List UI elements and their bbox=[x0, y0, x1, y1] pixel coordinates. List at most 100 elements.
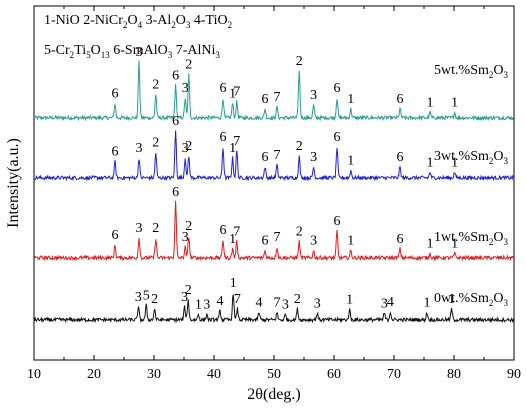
peak-label: 7 bbox=[233, 225, 240, 240]
series-name-part: O bbox=[493, 63, 503, 78]
peak-label: 2 bbox=[296, 225, 303, 240]
peak-label: 3 bbox=[136, 221, 143, 236]
peak-label: 7 bbox=[274, 230, 281, 245]
series-name: 5wt.%Sm2O3 bbox=[434, 63, 508, 80]
peak-label: 2 bbox=[296, 139, 303, 154]
peak-label: 3 bbox=[136, 45, 143, 60]
peak-label: 7 bbox=[233, 134, 240, 149]
peak-label: 6 bbox=[334, 81, 341, 96]
peak-label: 6 bbox=[397, 150, 404, 165]
legend-part: 2 bbox=[123, 20, 128, 30]
legend-part: O bbox=[91, 43, 101, 58]
peak-label: 2 bbox=[185, 219, 192, 234]
series-name-part: 2 bbox=[489, 70, 494, 80]
peak-label: 1 bbox=[427, 236, 434, 251]
peak-label: 6 bbox=[220, 130, 227, 145]
series-name-part: 0wt.%Sm bbox=[434, 291, 489, 306]
series-name-part: 2 bbox=[489, 237, 494, 247]
peak-label: 3 bbox=[381, 296, 388, 311]
peak-label: 7 bbox=[274, 90, 281, 105]
legend-part: 4 bbox=[138, 20, 143, 30]
peak-label: 7 bbox=[274, 296, 281, 311]
peak-label: 3 bbox=[314, 296, 321, 311]
series-line bbox=[33, 294, 515, 324]
peak-label: 3 bbox=[182, 141, 189, 156]
peak-label: 1 bbox=[451, 95, 458, 110]
legend-part: 3 bbox=[215, 50, 220, 60]
peak-label: 3 bbox=[181, 290, 188, 305]
series-line bbox=[33, 200, 515, 262]
series-name-part: O bbox=[493, 230, 503, 245]
peak-label: 3 bbox=[203, 297, 210, 312]
peak-label: 7 bbox=[233, 85, 240, 100]
peak-label: 4 bbox=[217, 294, 224, 309]
legend-part: Ti bbox=[74, 43, 86, 58]
peak-label: 1 bbox=[347, 154, 354, 169]
peak-label: 1 bbox=[451, 155, 458, 170]
peak-label: 5 bbox=[143, 288, 150, 303]
legend-line: 5-Cr2Ti5O13 6-SmAlO3 7-AlNi3 bbox=[44, 43, 220, 60]
peak-label: 6 bbox=[112, 228, 119, 243]
series-name-part: 2 bbox=[489, 156, 494, 166]
peak-label: 3 bbox=[310, 88, 317, 103]
peak-label: 3 bbox=[310, 234, 317, 249]
peak-label: 1 bbox=[230, 276, 237, 291]
peak-label: 3 bbox=[182, 230, 189, 245]
peak-label: 3 bbox=[310, 150, 317, 165]
legend-part: 3 bbox=[168, 50, 173, 60]
series-name-part: O bbox=[493, 291, 503, 306]
legend-part: 13 bbox=[101, 50, 111, 60]
legend-part: 2 bbox=[171, 20, 176, 30]
legend-part: 6-SmAlO bbox=[110, 43, 168, 58]
peak-label: 6 bbox=[172, 185, 179, 200]
peak-label: 2 bbox=[151, 292, 158, 307]
series-name-part: 2 bbox=[489, 298, 494, 308]
peak-label: 2 bbox=[185, 58, 192, 73]
peak-label: 2 bbox=[185, 139, 192, 154]
peak-label: 6 bbox=[112, 86, 119, 101]
legend-part: 5 bbox=[86, 50, 91, 60]
legend-part: O bbox=[127, 13, 137, 28]
series-name: 1wt.%Sm2O3 bbox=[434, 230, 508, 247]
series-name-part: 3 bbox=[504, 237, 509, 247]
x-tick-label: 50 bbox=[267, 367, 281, 382]
peak-label: 1 bbox=[195, 297, 202, 312]
x-tick-label: 30 bbox=[147, 367, 161, 382]
legend: 1-NiO 2-NiCr2O4 3-Al2O3 4-TiO25-Cr2Ti5O1… bbox=[44, 13, 232, 60]
peak-label: 1 bbox=[427, 95, 434, 110]
x-axis-title: 2θ(deg.) bbox=[247, 386, 300, 403]
legend-line: 1-NiO 2-NiCr2O4 3-Al2O3 4-TiO2 bbox=[44, 13, 232, 30]
peak-label: 7 bbox=[274, 148, 281, 163]
peak-label: 6 bbox=[172, 114, 179, 129]
peak-label: 3 bbox=[135, 290, 142, 305]
series-line bbox=[33, 130, 515, 182]
peak-label: 6 bbox=[220, 223, 227, 238]
x-tick-label: 10 bbox=[27, 367, 41, 382]
legend-part: 5-Cr bbox=[44, 43, 70, 58]
peak-label: 2 bbox=[152, 77, 159, 92]
peak-label: 6 bbox=[334, 214, 341, 229]
series-name-part: 3 bbox=[504, 298, 509, 308]
series-name-part: 3 bbox=[504, 70, 509, 80]
peak-label: 4 bbox=[387, 295, 394, 310]
series-name-part: O bbox=[493, 149, 503, 164]
series-name: 0wt.%Sm2O3 bbox=[434, 291, 508, 308]
y-axis-title: Intensity(a.u.) bbox=[5, 138, 22, 228]
peak-label: 3 bbox=[182, 81, 189, 96]
x-tick-label: 60 bbox=[327, 367, 341, 382]
legend-part: O bbox=[176, 13, 186, 28]
peak-label: 6 bbox=[397, 232, 404, 247]
peak-label: 1 bbox=[347, 234, 354, 249]
peak-label: 1 bbox=[346, 293, 353, 308]
legend-part: 4-TiO bbox=[190, 13, 227, 28]
peak-label: 1 bbox=[229, 141, 236, 156]
peak-label: 6 bbox=[262, 234, 269, 249]
legend-part: 2 bbox=[228, 20, 233, 30]
peak-label: 6 bbox=[262, 92, 269, 107]
series-line bbox=[33, 60, 515, 122]
peak-label: 3 bbox=[282, 297, 289, 312]
